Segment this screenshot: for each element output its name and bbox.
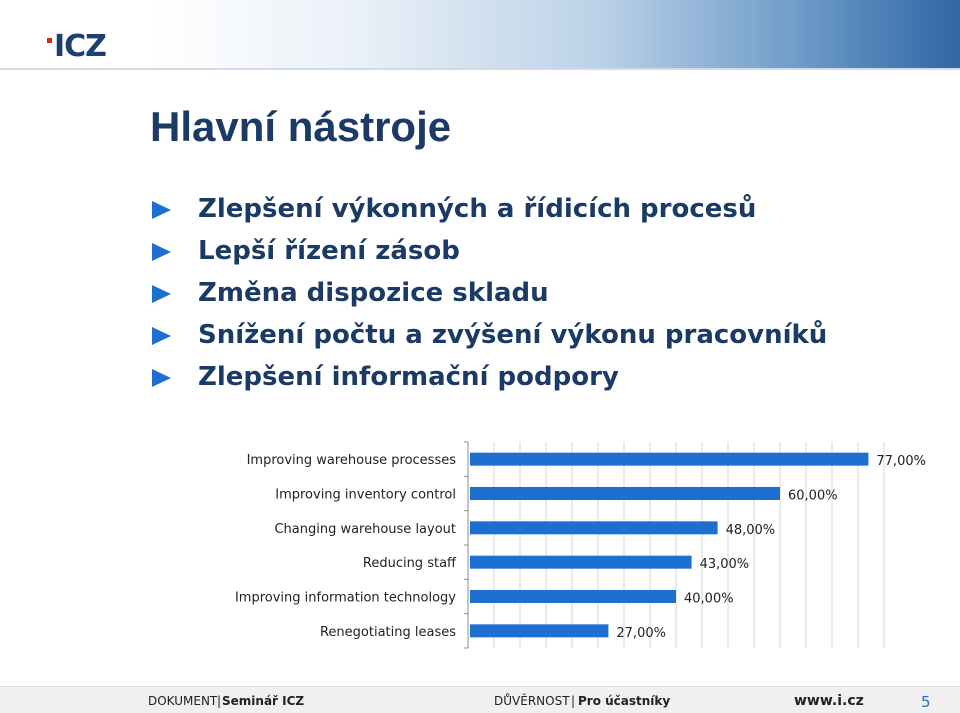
chart-bar (470, 555, 692, 569)
chart-category-label: Improving warehouse processes (247, 453, 457, 468)
footer-document-label: DOKUMENT (148, 694, 218, 708)
chart-data-label: 48,00% (726, 523, 776, 538)
bullet-text: Změna dispozice skladu (198, 278, 549, 308)
footer-confidentiality: DŮVĚRNOST (494, 694, 570, 708)
page-number: 5 (921, 693, 931, 711)
bullet-item: Lepší řízení zásob (152, 232, 827, 274)
chart-category-label: Improving inventory control (275, 488, 456, 503)
bullet-item: Zlepšení informační podpory (152, 358, 827, 400)
chart-category-label: Changing warehouse layout (274, 522, 456, 537)
chart-bar (470, 590, 676, 603)
header: ICZ (0, 0, 960, 68)
icz-logo[interactable]: ICZ (47, 32, 109, 66)
logo-accent-mark (47, 38, 52, 43)
bullet-item: Snížení počtu a zvýšení výkonu pracovník… (152, 316, 827, 358)
bullet-text: Zlepšení informační podpory (198, 362, 619, 392)
chart-data-label: 40,00% (684, 592, 734, 607)
footer-audience: Pro účastníky (578, 694, 671, 708)
triangle-bullet-icon (152, 285, 171, 303)
header-divider (0, 68, 960, 70)
chart-category-label: Renegotiating leases (320, 625, 456, 640)
chart-category-label: Improving information technology (235, 591, 456, 606)
chart-bar (470, 521, 718, 535)
triangle-bullet-icon (152, 369, 171, 387)
footer-separator: | (217, 694, 222, 708)
chart-bar (470, 487, 780, 500)
chart-category-label: Reducing staff (363, 556, 457, 571)
chart-data-label: 43,00% (700, 557, 750, 572)
bullet-list: Zlepšení výkonných a řídicích procesů Le… (152, 190, 827, 400)
triangle-bullet-icon (152, 201, 171, 219)
chart-bar (470, 624, 609, 638)
bullet-item: Zlepšení výkonných a řídicích procesů (152, 190, 827, 232)
bullet-item: Změna dispozice skladu (152, 274, 827, 316)
chart-data-label: 77,00% (876, 454, 926, 469)
logo-text: ICZ (54, 29, 107, 64)
bullet-text: Snížení počtu a zvýšení výkonu pracovník… (198, 320, 828, 350)
chart-data-label: 27,00% (616, 626, 666, 641)
triangle-bullet-icon (152, 327, 171, 345)
page-title: Hlavní nástroje (150, 103, 452, 150)
header-gradient-band (150, 0, 960, 68)
triangle-bullet-icon (152, 243, 171, 261)
bullet-text: Zlepšení výkonných a řídicích procesů (198, 194, 757, 224)
footer-seminar: Seminář ICZ (222, 694, 305, 708)
bullet-text: Lepší řízení zásob (198, 236, 460, 266)
footer-url-link[interactable]: www.i.cz (794, 693, 864, 709)
chart-bar (470, 452, 869, 466)
footer-separator: | (571, 694, 576, 708)
footer: DOKUMENT | Seminář ICZ DŮVĚRNOST | Pro ú… (0, 686, 960, 713)
chart-data-label: 60,00% (788, 489, 838, 504)
